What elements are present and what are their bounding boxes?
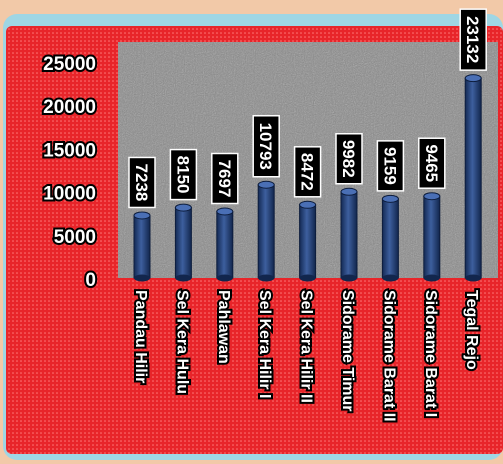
bars-group bbox=[133, 74, 482, 282]
data-label: 7697 bbox=[211, 152, 239, 205]
bar bbox=[133, 211, 151, 282]
svg-text:7697: 7697 bbox=[215, 160, 234, 198]
svg-text:8150: 8150 bbox=[173, 156, 192, 194]
svg-text:23132: 23132 bbox=[463, 16, 482, 63]
bar bbox=[423, 192, 441, 282]
svg-text:9159: 9159 bbox=[380, 147, 399, 185]
x-tick-label: Sel Kera Hilir I bbox=[256, 290, 273, 399]
data-label: 9159 bbox=[376, 140, 405, 192]
x-tick-label: Sidorame Barat II bbox=[380, 290, 397, 422]
y-tick-label: 25000 bbox=[43, 54, 96, 75]
x-tick-label: Pandau Hilir bbox=[132, 290, 149, 383]
x-tick-label: Sidorame Barat I bbox=[422, 290, 439, 417]
data-label: 9465 bbox=[418, 137, 446, 189]
data-label: 10793 bbox=[252, 114, 280, 178]
data-label: 8472 bbox=[293, 146, 322, 198]
data-label: 9982 bbox=[335, 133, 363, 185]
bar bbox=[257, 180, 275, 282]
y-tick-label: 10000 bbox=[43, 184, 96, 205]
y-tick-label: 15000 bbox=[43, 140, 96, 161]
y-axis: 0 5000 10000 15000 20000 25000 bbox=[41, 52, 98, 293]
bar bbox=[381, 194, 399, 282]
data-label: 7238 bbox=[128, 156, 156, 209]
svg-text:9982: 9982 bbox=[339, 140, 358, 178]
svg-text:10793: 10793 bbox=[256, 123, 275, 170]
y-tick-label: 0 bbox=[85, 270, 96, 291]
bar bbox=[340, 187, 358, 282]
x-tick-label: Pahlawan bbox=[215, 290, 232, 364]
bar bbox=[174, 203, 192, 282]
data-labels-group: 7238 8150 7697 10793 8472 9982 9159 9465 23132 bbox=[128, 8, 487, 209]
x-tick-label: Sel Kera Hilir II bbox=[298, 290, 315, 403]
svg-text:8472: 8472 bbox=[298, 153, 317, 191]
x-tick-label: Tegal Rejo bbox=[463, 290, 480, 370]
data-label: 23132 bbox=[459, 8, 487, 71]
data-label: 8150 bbox=[169, 148, 198, 201]
y-tick-label: 5000 bbox=[54, 227, 96, 248]
x-tick-label: Sidorame Timur bbox=[339, 290, 356, 412]
bar bbox=[464, 74, 482, 282]
y-tick-label: 20000 bbox=[43, 97, 96, 118]
x-tick-label: Sel Kera Hulu bbox=[173, 290, 190, 394]
svg-text:7238: 7238 bbox=[132, 164, 151, 202]
svg-text:9465: 9465 bbox=[422, 144, 441, 182]
bar bbox=[299, 200, 317, 282]
x-axis: Pandau Hilir Sel Kera Hulu Pahlawan Sel Ker… bbox=[130, 288, 482, 424]
bar bbox=[216, 207, 234, 282]
